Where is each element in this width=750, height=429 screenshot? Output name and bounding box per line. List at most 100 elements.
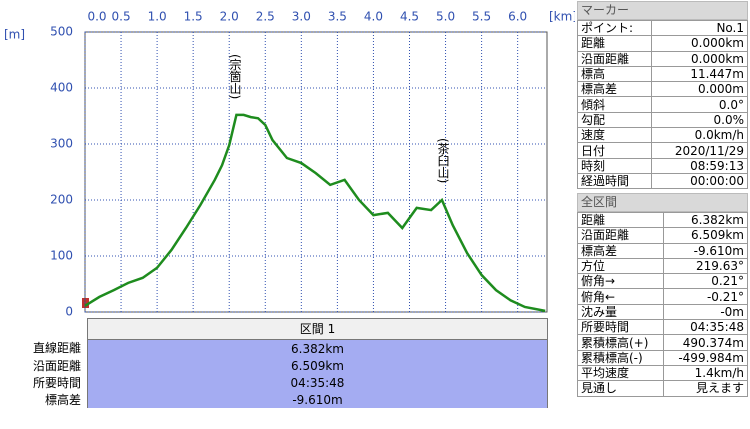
panel-row: 傾斜 0.0° <box>576 96 748 113</box>
row-label: 平均速度 <box>576 364 665 382</box>
panel-row: 沿面距離 0.000km <box>576 50 748 67</box>
row-label: 経過時間 <box>576 172 653 190</box>
row-label: 標高差 <box>576 242 665 259</box>
row-label: 標高 <box>576 65 653 83</box>
x-tick-label: 1.5 <box>184 10 203 24</box>
row-value: 490.374m <box>663 334 748 351</box>
section-row: 標高差 -9.610m <box>0 391 548 408</box>
panel-row: 標高 11.447m <box>576 65 748 83</box>
row-label: 沿面距離 <box>576 227 665 244</box>
panel-title: マーカー <box>577 1 748 20</box>
row-label: 所要時間 <box>32 375 81 390</box>
panel-row: 方位 219.63° <box>576 257 748 275</box>
row-label: 速度 <box>576 127 653 144</box>
x-tick-label: 0.5 <box>112 10 131 24</box>
row-label: 傾斜 <box>576 96 653 113</box>
panel-row: 標高差 -9.610m <box>576 242 748 259</box>
panel-row: 勾配 0.0% <box>576 111 748 129</box>
section-title: 区間 1 <box>87 318 548 340</box>
y-tick-label: 100 <box>50 249 73 263</box>
row-value: 1.4km/h <box>663 364 748 382</box>
marker-panel: マーカー ポイント: No.1 距離 0.000km 沿面距離 0.000km 標高 11.44… <box>576 1 748 190</box>
section-grid: 区間 1 直線距離 6.382km 沿面距離 6.509km 所要時間 04:35:48 標高… <box>0 318 548 408</box>
y-tick-label: 200 <box>50 193 73 207</box>
panel-row: 所要時間 04:35:48 <box>576 319 748 336</box>
peak-label: (茶臼山) <box>436 138 450 183</box>
section-header-row: 区間 1 <box>0 318 548 340</box>
y-tick-label: 500 <box>50 25 73 39</box>
row-value: 0.0° <box>651 96 748 113</box>
row-label: 累積標高(+) <box>576 334 665 351</box>
row-label: 時刻 <box>576 157 653 174</box>
y-unit: [m] <box>4 28 25 42</box>
row-label: 標高差 <box>576 81 653 98</box>
panel-grid: ポイント: No.1 距離 0.000km 沿面距離 0.000km 標高 11.447m 標高… <box>576 19 748 190</box>
x-tick-label: 0.0 <box>87 10 106 24</box>
y-tick-label: 300 <box>50 137 73 151</box>
panel-row: 俯角→ 0.21° <box>576 273 748 290</box>
row-label: 沿面距離 <box>576 50 653 67</box>
row-value: 0.21° <box>663 273 748 290</box>
section-row: 直線距離 6.382km <box>0 339 548 357</box>
row-label: 日付 <box>576 142 653 159</box>
chart: [m] [km] 0 100 200 300 400 500 0.0 0.5 1.0 1.5 2.0… <box>4 10 575 319</box>
row-value: -9.610m <box>87 391 548 408</box>
section-row: 沿面距離 6.509km <box>0 357 548 374</box>
row-value: 見えます <box>663 380 748 397</box>
row-value: 04:35:48 <box>663 319 748 336</box>
total-panel: 全区間 距離 6.382km 沿面距離 6.509km 標高差 -9.610m 方位 219.6… <box>576 193 748 397</box>
x-tick-label: 4.5 <box>400 10 419 24</box>
row-label: 標高差 <box>44 392 81 407</box>
x-tick-label: 5.5 <box>472 10 491 24</box>
section-row: 所要時間 04:35:48 <box>0 374 548 391</box>
panel-row: 累積標高(-) -499.984m <box>576 349 748 366</box>
row-value: 6.382km <box>663 211 748 229</box>
row-value: -0m <box>663 303 748 321</box>
panel-row: 経過時間 00:00:00 <box>576 172 748 190</box>
y-tick-label: 0 <box>65 305 73 319</box>
row-label: 沿面距離 <box>32 358 81 373</box>
row-value: 0.000km <box>651 35 748 52</box>
panel-row: 累積標高(+) 490.374m <box>576 334 748 351</box>
panel-row: 沿面距離 6.509km <box>576 227 748 244</box>
y-tick-label: 400 <box>50 81 73 95</box>
panel-row: 沈み量 -0m <box>576 303 748 321</box>
elevation-line <box>84 113 546 313</box>
x-unit: [km] <box>549 10 575 24</box>
panel-row: 見通し 見えます <box>576 380 748 397</box>
x-tick-label: 5.0 <box>436 10 455 24</box>
row-label: 所要時間 <box>576 319 665 336</box>
row-value: 6.509km <box>663 227 748 244</box>
row-label: 俯角← <box>576 288 665 305</box>
row-value: -9.610m <box>663 242 748 259</box>
row-label: 距離 <box>576 35 653 52</box>
row-value: -0.21° <box>663 288 748 305</box>
row-value: 6.382km <box>87 339 548 357</box>
row-label: 勾配 <box>576 111 653 129</box>
row-value: 6.509km <box>87 357 548 374</box>
panel-grid: 距離 6.382km 沿面距離 6.509km 標高差 -9.610m 方位 219.63° 俯… <box>576 211 748 397</box>
panel-row: 標高差 0.000m <box>576 81 748 98</box>
row-label: 累積標高(-) <box>576 349 665 366</box>
panel-row: 俯角← -0.21° <box>576 288 748 305</box>
x-tick-label: 3.0 <box>292 10 311 24</box>
row-label: 直線距離 <box>32 341 81 356</box>
x-tick-label: 2.0 <box>220 10 239 24</box>
row-value: 0.000km <box>651 50 748 67</box>
x-tick-label: 6.0 <box>508 10 527 24</box>
row-value: 0.000m <box>651 81 748 98</box>
row-label: 距離 <box>576 211 665 229</box>
x-tick-label: 1.0 <box>148 10 167 24</box>
x-tick-label: 4.0 <box>364 10 383 24</box>
row-value: 11.447m <box>651 65 748 83</box>
row-value: 04:35:48 <box>87 374 548 391</box>
peak-label: (宗箇山) <box>228 54 242 99</box>
row-label: 沈み量 <box>576 303 665 321</box>
panel-row: 距離 6.382km <box>576 211 748 229</box>
row-value: 0.0km/h <box>651 127 748 144</box>
row-value: 2020/11/29 <box>651 142 748 159</box>
row-value: 00:00:00 <box>651 172 748 190</box>
row-value: 0.0% <box>651 111 748 129</box>
row-value: 08:59:13 <box>651 157 748 174</box>
